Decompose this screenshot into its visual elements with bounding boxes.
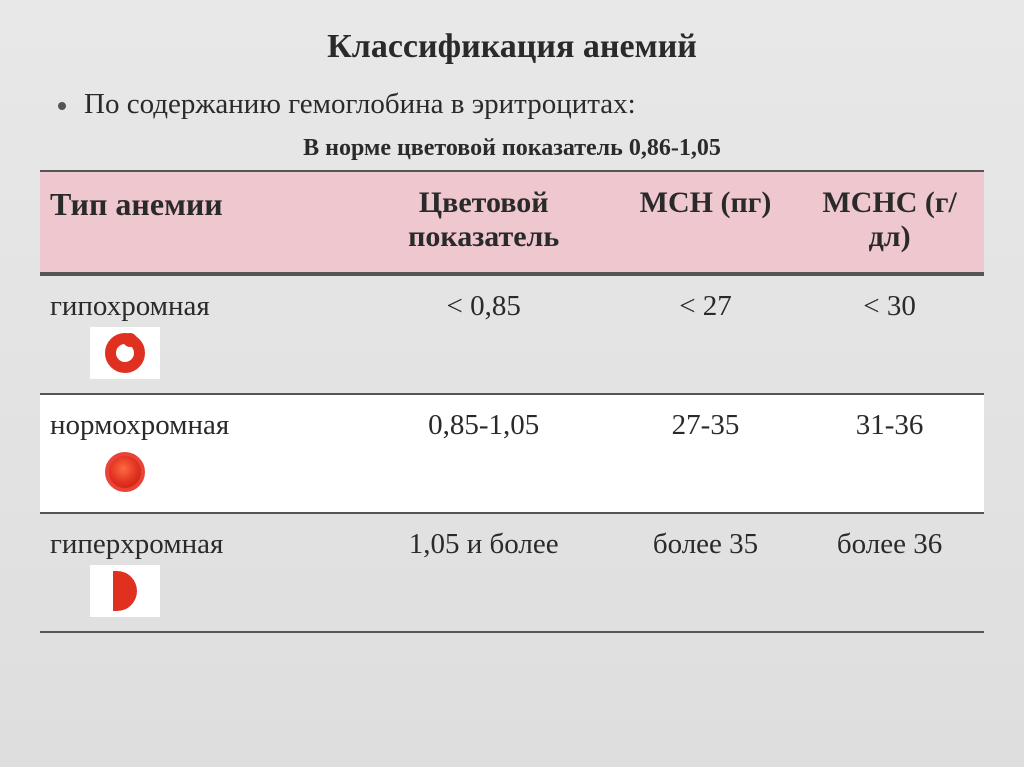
row-cp: 0,85-1,05 [352, 394, 616, 513]
col-mch: MCH (пг) [616, 171, 795, 274]
row-cp: < 0,85 [352, 274, 616, 394]
bullet-icon [58, 102, 66, 110]
row-mchc: более 36 [795, 513, 984, 632]
table-row: нормохромная 0,85-1,05 27-35 31-36 [40, 394, 984, 513]
table-row: гипохромная < 0,85 < 27 < 30 [40, 274, 984, 394]
row-mch: более 35 [616, 513, 795, 632]
table-header-row: Тип анемии Цветовой показатель MCH (пг) … [40, 171, 984, 274]
row-mch: 27-35 [616, 394, 795, 513]
row-name: гипохромная [50, 290, 210, 323]
table-row: гиперхромная 1,05 и более более 35 более… [40, 513, 984, 632]
bullet-line: По содержанию гемоглобина в эритроцитах: [40, 88, 984, 121]
hypochromic-cell-icon [90, 327, 160, 379]
bullet-text: По содержанию гемоглобина в эритроцитах: [84, 88, 636, 121]
classification-table: Тип анемии Цветовой показатель MCH (пг) … [40, 170, 984, 633]
row-mchc: < 30 [795, 274, 984, 394]
row-mchc: 31-36 [795, 394, 984, 513]
row-cp: 1,05 и более [352, 513, 616, 632]
hyperchromic-cell-icon [90, 565, 160, 617]
row-name: нормохромная [50, 409, 229, 442]
col-cp: Цветовой показатель [352, 171, 616, 274]
normochromic-cell-icon [90, 446, 160, 498]
row-name: гиперхромная [50, 528, 223, 561]
row-mch: < 27 [616, 274, 795, 394]
norm-note: В норме цветовой показатель 0,86-1,05 [40, 135, 984, 162]
col-type: Тип анемии [40, 171, 352, 274]
slide-container: Классификация анемий По содержанию гемог… [0, 0, 1024, 633]
slide-title: Классификация анемий [40, 28, 984, 66]
col-mchc: MCHC (г/дл) [795, 171, 984, 274]
